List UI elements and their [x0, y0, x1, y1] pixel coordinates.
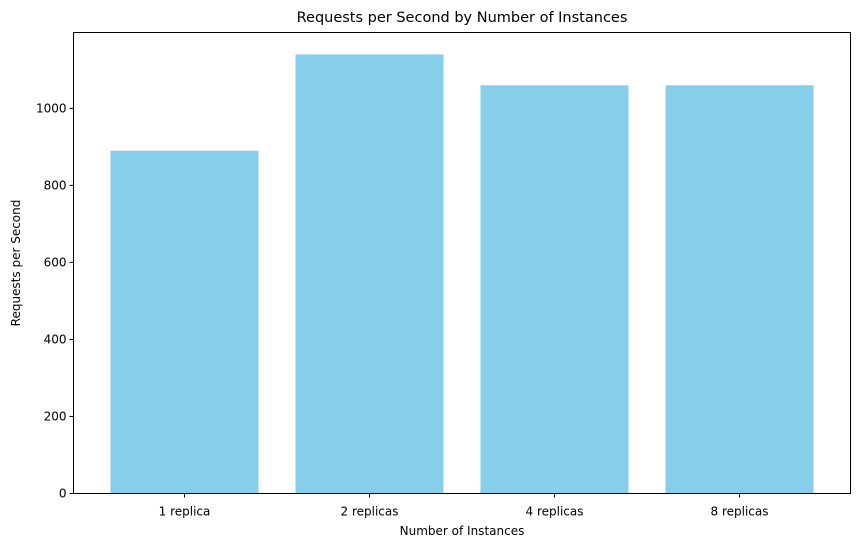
plot-area: 0 200 400 600 800 1000 1 replica 2 replicas 4 r…: [36, 32, 851, 519]
y-tick-label: 200: [44, 409, 67, 423]
bar-3: [480, 85, 629, 494]
x-tick-label: 2 replicas: [341, 505, 399, 519]
bar-1: [110, 150, 259, 494]
y-tick-label: 600: [44, 255, 67, 269]
x-axis-ticks: 1 replica 2 replicas 4 replicas 8 replicas: [159, 493, 769, 519]
y-axis-ticks: 0 200 400 600 800 1000: [36, 101, 74, 501]
x-tick-label: 1 replica: [159, 505, 211, 519]
plot-frame: [73, 32, 851, 494]
y-tick-label: 800: [44, 178, 67, 192]
x-tick-label: 4 replicas: [526, 505, 584, 519]
bars-group: [110, 54, 814, 494]
chart-title: Requests per Second by Number of Instanc…: [297, 10, 628, 26]
y-tick-label: 1000: [36, 101, 67, 115]
x-tick-label: 8 replicas: [711, 505, 769, 519]
y-tick-label: 0: [59, 487, 67, 501]
bar-4: [665, 85, 814, 494]
bar-2: [295, 54, 444, 494]
y-axis-label: Requests per Second: [9, 200, 23, 327]
y-tick-label: 400: [44, 332, 67, 346]
x-axis-label: Number of Instances: [400, 524, 525, 538]
